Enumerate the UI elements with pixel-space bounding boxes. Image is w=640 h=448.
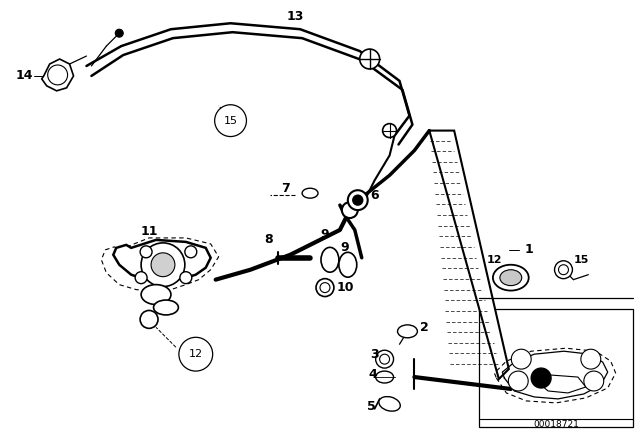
Ellipse shape: [379, 396, 400, 411]
Circle shape: [511, 349, 531, 369]
Circle shape: [316, 279, 334, 297]
Circle shape: [141, 243, 185, 287]
Circle shape: [554, 261, 572, 279]
Ellipse shape: [141, 284, 171, 305]
Text: 5: 5: [367, 401, 376, 414]
Circle shape: [581, 349, 601, 369]
Circle shape: [508, 371, 528, 391]
Circle shape: [376, 350, 394, 368]
Circle shape: [360, 49, 380, 69]
Circle shape: [348, 190, 368, 210]
Circle shape: [151, 253, 175, 277]
Ellipse shape: [302, 188, 318, 198]
Polygon shape: [42, 59, 74, 91]
Text: 4: 4: [368, 367, 377, 380]
Text: 00018721: 00018721: [533, 420, 579, 429]
Circle shape: [140, 310, 158, 328]
Text: 6: 6: [371, 189, 379, 202]
Ellipse shape: [376, 371, 394, 383]
Text: 11: 11: [140, 225, 158, 238]
Circle shape: [115, 29, 124, 37]
Circle shape: [383, 124, 397, 138]
Text: 9: 9: [340, 241, 349, 254]
Circle shape: [214, 105, 246, 137]
Circle shape: [180, 271, 192, 284]
Circle shape: [48, 65, 68, 85]
Circle shape: [380, 354, 390, 364]
Ellipse shape: [154, 300, 179, 315]
Circle shape: [559, 265, 568, 275]
Polygon shape: [429, 130, 509, 379]
Text: 14: 14: [15, 69, 33, 82]
Circle shape: [140, 246, 152, 258]
Text: 7: 7: [281, 182, 289, 195]
Text: 3: 3: [371, 348, 379, 361]
Ellipse shape: [493, 265, 529, 291]
Circle shape: [179, 337, 212, 371]
Text: 1: 1: [524, 243, 533, 256]
Text: 15: 15: [223, 116, 237, 125]
Text: 15: 15: [573, 255, 589, 265]
Circle shape: [320, 283, 330, 293]
Circle shape: [135, 271, 147, 284]
Ellipse shape: [321, 247, 339, 272]
Text: 13: 13: [287, 10, 304, 23]
Circle shape: [185, 246, 196, 258]
Text: 12: 12: [487, 255, 502, 265]
Ellipse shape: [500, 270, 522, 286]
Ellipse shape: [397, 325, 417, 338]
Text: 12: 12: [189, 349, 203, 359]
Circle shape: [584, 371, 604, 391]
Circle shape: [342, 202, 358, 218]
Text: 2: 2: [420, 321, 429, 334]
Circle shape: [531, 368, 551, 388]
Text: 9: 9: [321, 228, 330, 241]
Text: 10: 10: [336, 281, 353, 294]
Circle shape: [353, 195, 363, 205]
Bar: [479, 310, 633, 427]
Ellipse shape: [339, 252, 356, 277]
Polygon shape: [113, 240, 211, 282]
Text: 8: 8: [264, 233, 273, 246]
